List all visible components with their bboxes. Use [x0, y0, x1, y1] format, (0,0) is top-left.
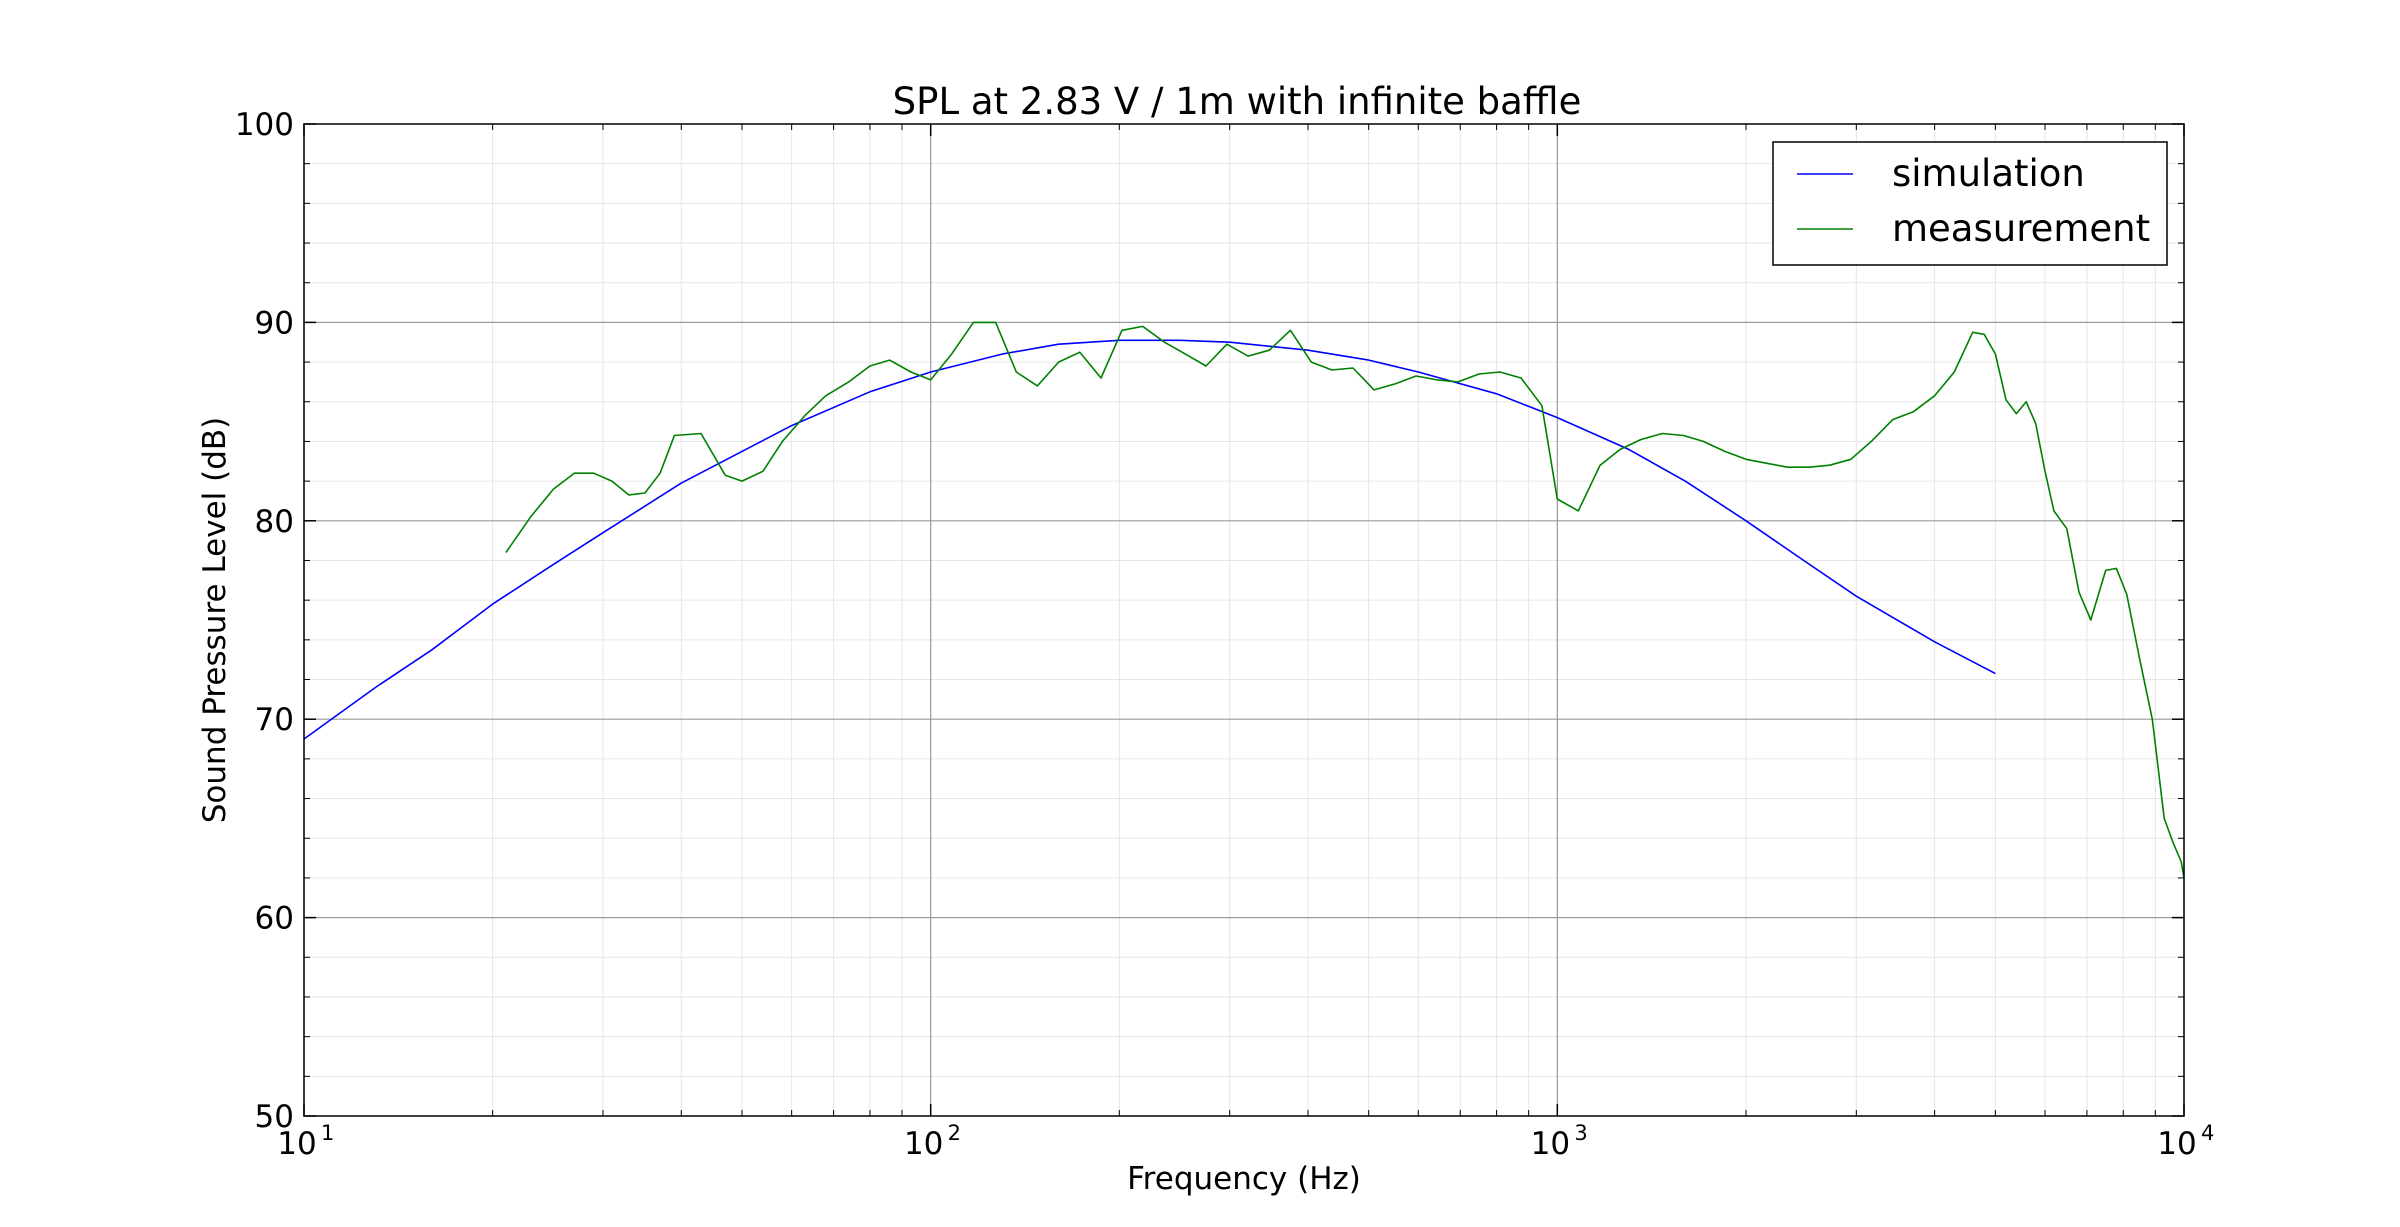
x-axis-label: Frequency (Hz)	[1127, 1161, 1361, 1197]
x-tick-label-base: 10	[2157, 1126, 2196, 1162]
y-axis-label: Sound Pressure Level (dB)	[197, 417, 233, 824]
legend-label-measurement: measurement	[1892, 207, 2150, 250]
chart-title: SPL at 2.83 V / 1m with infinite baffle	[893, 80, 1582, 123]
plot-background	[304, 124, 2184, 1116]
y-tick-label: 70	[255, 702, 294, 738]
series-line-simulation	[303, 339, 1996, 740]
y-tick-label: 60	[255, 901, 294, 937]
legend-box	[1772, 141, 2168, 266]
x-tick-label: 10 1	[277, 1121, 334, 1162]
y-tick-label: 100	[235, 107, 294, 143]
x-tick-label-base: 10	[1531, 1126, 1570, 1162]
x-tick-label: 10 3	[1531, 1121, 1588, 1162]
y-tick-labels: 50 60 70 80 90 100	[235, 107, 294, 1135]
x-tick-label: 10 4	[2157, 1121, 2214, 1162]
x-tick-label-exponent: 1	[321, 1121, 334, 1145]
legend: simulation measurement	[1772, 141, 2168, 266]
series-line-measurement	[505, 321, 2185, 879]
y-tick-label: 80	[255, 504, 294, 540]
plot-area	[303, 123, 2185, 1117]
ticks-layer	[303, 123, 2185, 1117]
x-tick-label-exponent: 2	[948, 1121, 961, 1145]
plot-frame	[303, 123, 2185, 1117]
legend-label-simulation: simulation	[1892, 152, 2085, 195]
x-tick-label-exponent: 4	[2201, 1121, 2214, 1145]
y-tick-label: 50	[255, 1099, 294, 1135]
x-tick-labels: 10 1 10 2 10 3 10 4	[277, 1121, 2214, 1162]
y-tick-label: 90	[255, 305, 294, 341]
x-tick-label-exponent: 3	[1574, 1121, 1587, 1145]
x-tick-label: 10 2	[904, 1121, 961, 1162]
series-layer	[303, 321, 2185, 879]
x-tick-label-base: 10	[277, 1126, 316, 1162]
x-tick-label-base: 10	[904, 1126, 943, 1162]
